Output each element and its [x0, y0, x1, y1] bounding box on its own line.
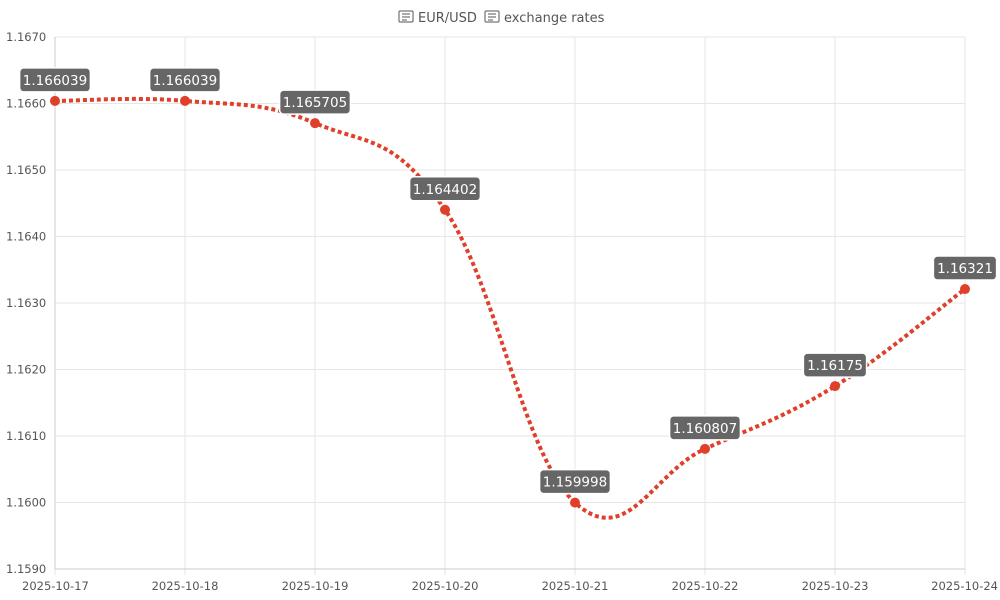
y-tick-label: 1.1590: [6, 562, 46, 576]
x-tick-label: 2025-10-19: [282, 579, 349, 593]
series: [54, 96, 967, 520]
data-label-box: [538, 468, 612, 495]
data-label-text: 1.164402: [413, 182, 477, 198]
y-tick-label: 1.1610: [6, 429, 46, 443]
y-tick-label: 1.1630: [6, 296, 46, 310]
data-label: 1.164402: [408, 176, 482, 202]
x-tick-label: 2025-10-24: [931, 579, 998, 593]
data-label-text: 1.166039: [23, 73, 87, 89]
chart-title-pair: EUR/USD: [418, 11, 477, 26]
series-line: [54, 96, 967, 520]
data-point: [700, 443, 710, 454]
x-axis-ticks: 2025-10-17 2025-10-18 2025-10-19 2025-10-20…: [22, 579, 998, 593]
data-point: [50, 95, 60, 106]
chart-title-suffix: exchange rates: [504, 11, 605, 26]
data-label-box: [148, 67, 222, 93]
eu-flag-icon: [398, 10, 414, 23]
data-points: [50, 95, 970, 508]
data-label: 1.166039: [148, 67, 222, 93]
data-label-box: [802, 352, 868, 378]
data-labels: 1.166039 1.166039 1.165705 1.164402 1.159998…: [18, 67, 998, 495]
data-point: [960, 284, 970, 295]
y-tick-label: 1.1620: [6, 363, 46, 377]
y-tick-label: 1.1670: [6, 30, 46, 44]
axes: [54, 37, 965, 570]
data-label-box: [18, 67, 92, 93]
x-tick-label: 2025-10-20: [412, 579, 479, 593]
data-label: 1.16175: [802, 352, 868, 378]
data-label-text: 1.165705: [283, 95, 347, 111]
y-tick-label: 1.1600: [6, 496, 46, 510]
data-point: [440, 204, 450, 215]
eu-flag-icon-glyph: [402, 13, 410, 21]
x-tick-label: 2025-10-17: [22, 579, 89, 593]
data-label: 1.16321: [932, 255, 998, 281]
chart-title: EUR/USD exchange rates: [398, 10, 605, 26]
y-axis-ticks: 1.1670 1.1660 1.1650 1.1640 1.1630 1.1620 1.16…: [6, 30, 46, 576]
data-label-box: [932, 255, 998, 281]
data-point: [830, 381, 840, 392]
grid: [54, 36, 966, 575]
data-label: 1.165705: [278, 89, 352, 115]
us-flag-icon: [484, 10, 500, 23]
data-label-box: [408, 176, 482, 202]
data-label-text: 1.16321: [937, 261, 993, 277]
x-tick-label: 2025-10-22: [672, 579, 739, 593]
y-tick-label: 1.1650: [6, 163, 46, 177]
data-label-text: 1.166039: [153, 73, 217, 89]
data-point: [180, 95, 190, 106]
data-label-text: 1.159998: [543, 475, 607, 491]
y-tick-label: 1.1640: [6, 230, 46, 244]
data-point: [570, 497, 580, 508]
data-point: [310, 118, 320, 129]
data-label-box: [668, 415, 742, 441]
x-tick-label: 2025-10-21: [542, 579, 609, 593]
data-label: 1.166039: [18, 67, 92, 93]
x-tick-label: 2025-10-18: [152, 579, 219, 593]
data-label-box: [278, 89, 352, 115]
data-label-text: 1.160807: [673, 421, 737, 437]
data-label: 1.159998: [538, 468, 612, 495]
data-label-text: 1.16175: [807, 358, 863, 374]
us-flag-icon-glyph: [488, 13, 496, 21]
y-tick-label: 1.1660: [6, 97, 46, 111]
data-label: 1.160807: [668, 415, 742, 441]
x-tick-label: 2025-10-23: [802, 579, 869, 593]
